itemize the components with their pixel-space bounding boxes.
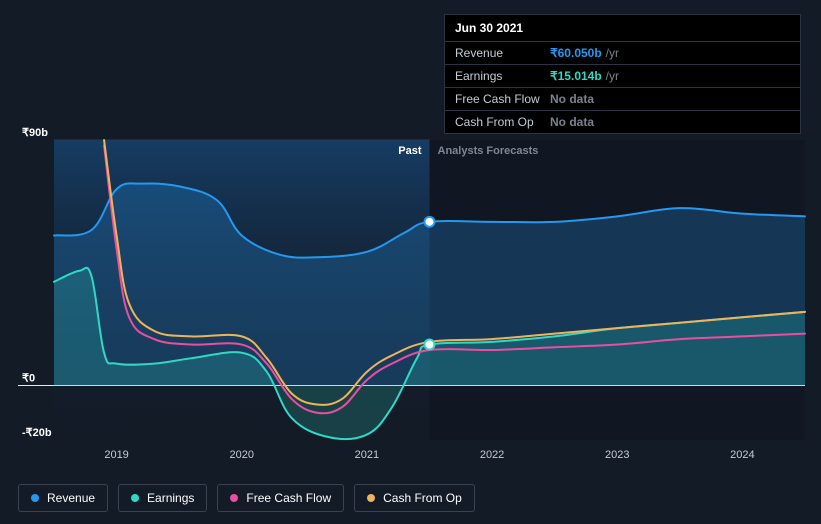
- tooltip-row-label: Revenue: [455, 46, 550, 60]
- tooltip-row: Revenue₹60.050b/yr: [445, 42, 800, 65]
- x-axis-label: 2019: [104, 449, 128, 461]
- legend-item-label: Revenue: [47, 491, 95, 505]
- tooltip-row-label: Earnings: [455, 69, 550, 83]
- tooltip-row-label: Free Cash Flow: [455, 92, 550, 106]
- x-axis-label: 2024: [730, 449, 754, 461]
- tooltip-row: Earnings₹15.014b/yr: [445, 65, 800, 88]
- x-axis-label: 2020: [230, 449, 254, 461]
- chart-tooltip: Jun 30 2021 Revenue₹60.050b/yrEarnings₹1…: [444, 14, 801, 134]
- legend-item-label: Free Cash Flow: [246, 491, 331, 505]
- tooltip-row-suffix: /yr: [606, 46, 619, 60]
- legend-item[interactable]: Cash From Op: [354, 484, 475, 512]
- tooltip-row-value: No data: [550, 115, 594, 129]
- tooltip-row: Cash From OpNo data: [445, 111, 800, 133]
- x-axis-label: 2021: [355, 449, 379, 461]
- tooltip-row-value: ₹60.050b: [550, 46, 602, 60]
- legend-dot-icon: [230, 494, 238, 502]
- tooltip-row: Free Cash FlowNo data: [445, 88, 800, 111]
- tooltip-date: Jun 30 2021: [445, 15, 800, 42]
- y-axis-label: ₹90b: [22, 127, 48, 139]
- x-axis-label: 2023: [605, 449, 629, 461]
- x-axis-label: 2022: [480, 449, 504, 461]
- y-axis-label: -₹20b: [22, 427, 52, 439]
- y-axis-label: ₹0: [22, 372, 35, 384]
- forecast-label: Analysts Forecasts: [438, 145, 539, 157]
- past-label: Past: [398, 145, 422, 157]
- legend-item[interactable]: Free Cash Flow: [217, 484, 344, 512]
- tooltip-row-label: Cash From Op: [455, 115, 550, 129]
- legend-item-label: Earnings: [147, 491, 194, 505]
- chart-legend: Revenue Earnings Free Cash Flow Cash From O…: [18, 484, 475, 512]
- legend-item[interactable]: Revenue: [18, 484, 108, 512]
- series-marker: [425, 340, 435, 350]
- legend-dot-icon: [131, 494, 139, 502]
- legend-item[interactable]: Earnings: [118, 484, 207, 512]
- tooltip-row-suffix: /yr: [606, 69, 619, 83]
- legend-item-label: Cash From Op: [383, 491, 462, 505]
- legend-dot-icon: [31, 494, 39, 502]
- legend-dot-icon: [367, 494, 375, 502]
- tooltip-row-value: No data: [550, 92, 594, 106]
- tooltip-row-value: ₹15.014b: [550, 69, 602, 83]
- series-marker: [425, 217, 435, 227]
- financials-chart: ₹90b ₹0 -₹20b 2019 2020 2021 2022 2023 2024 Past A…: [0, 0, 821, 524]
